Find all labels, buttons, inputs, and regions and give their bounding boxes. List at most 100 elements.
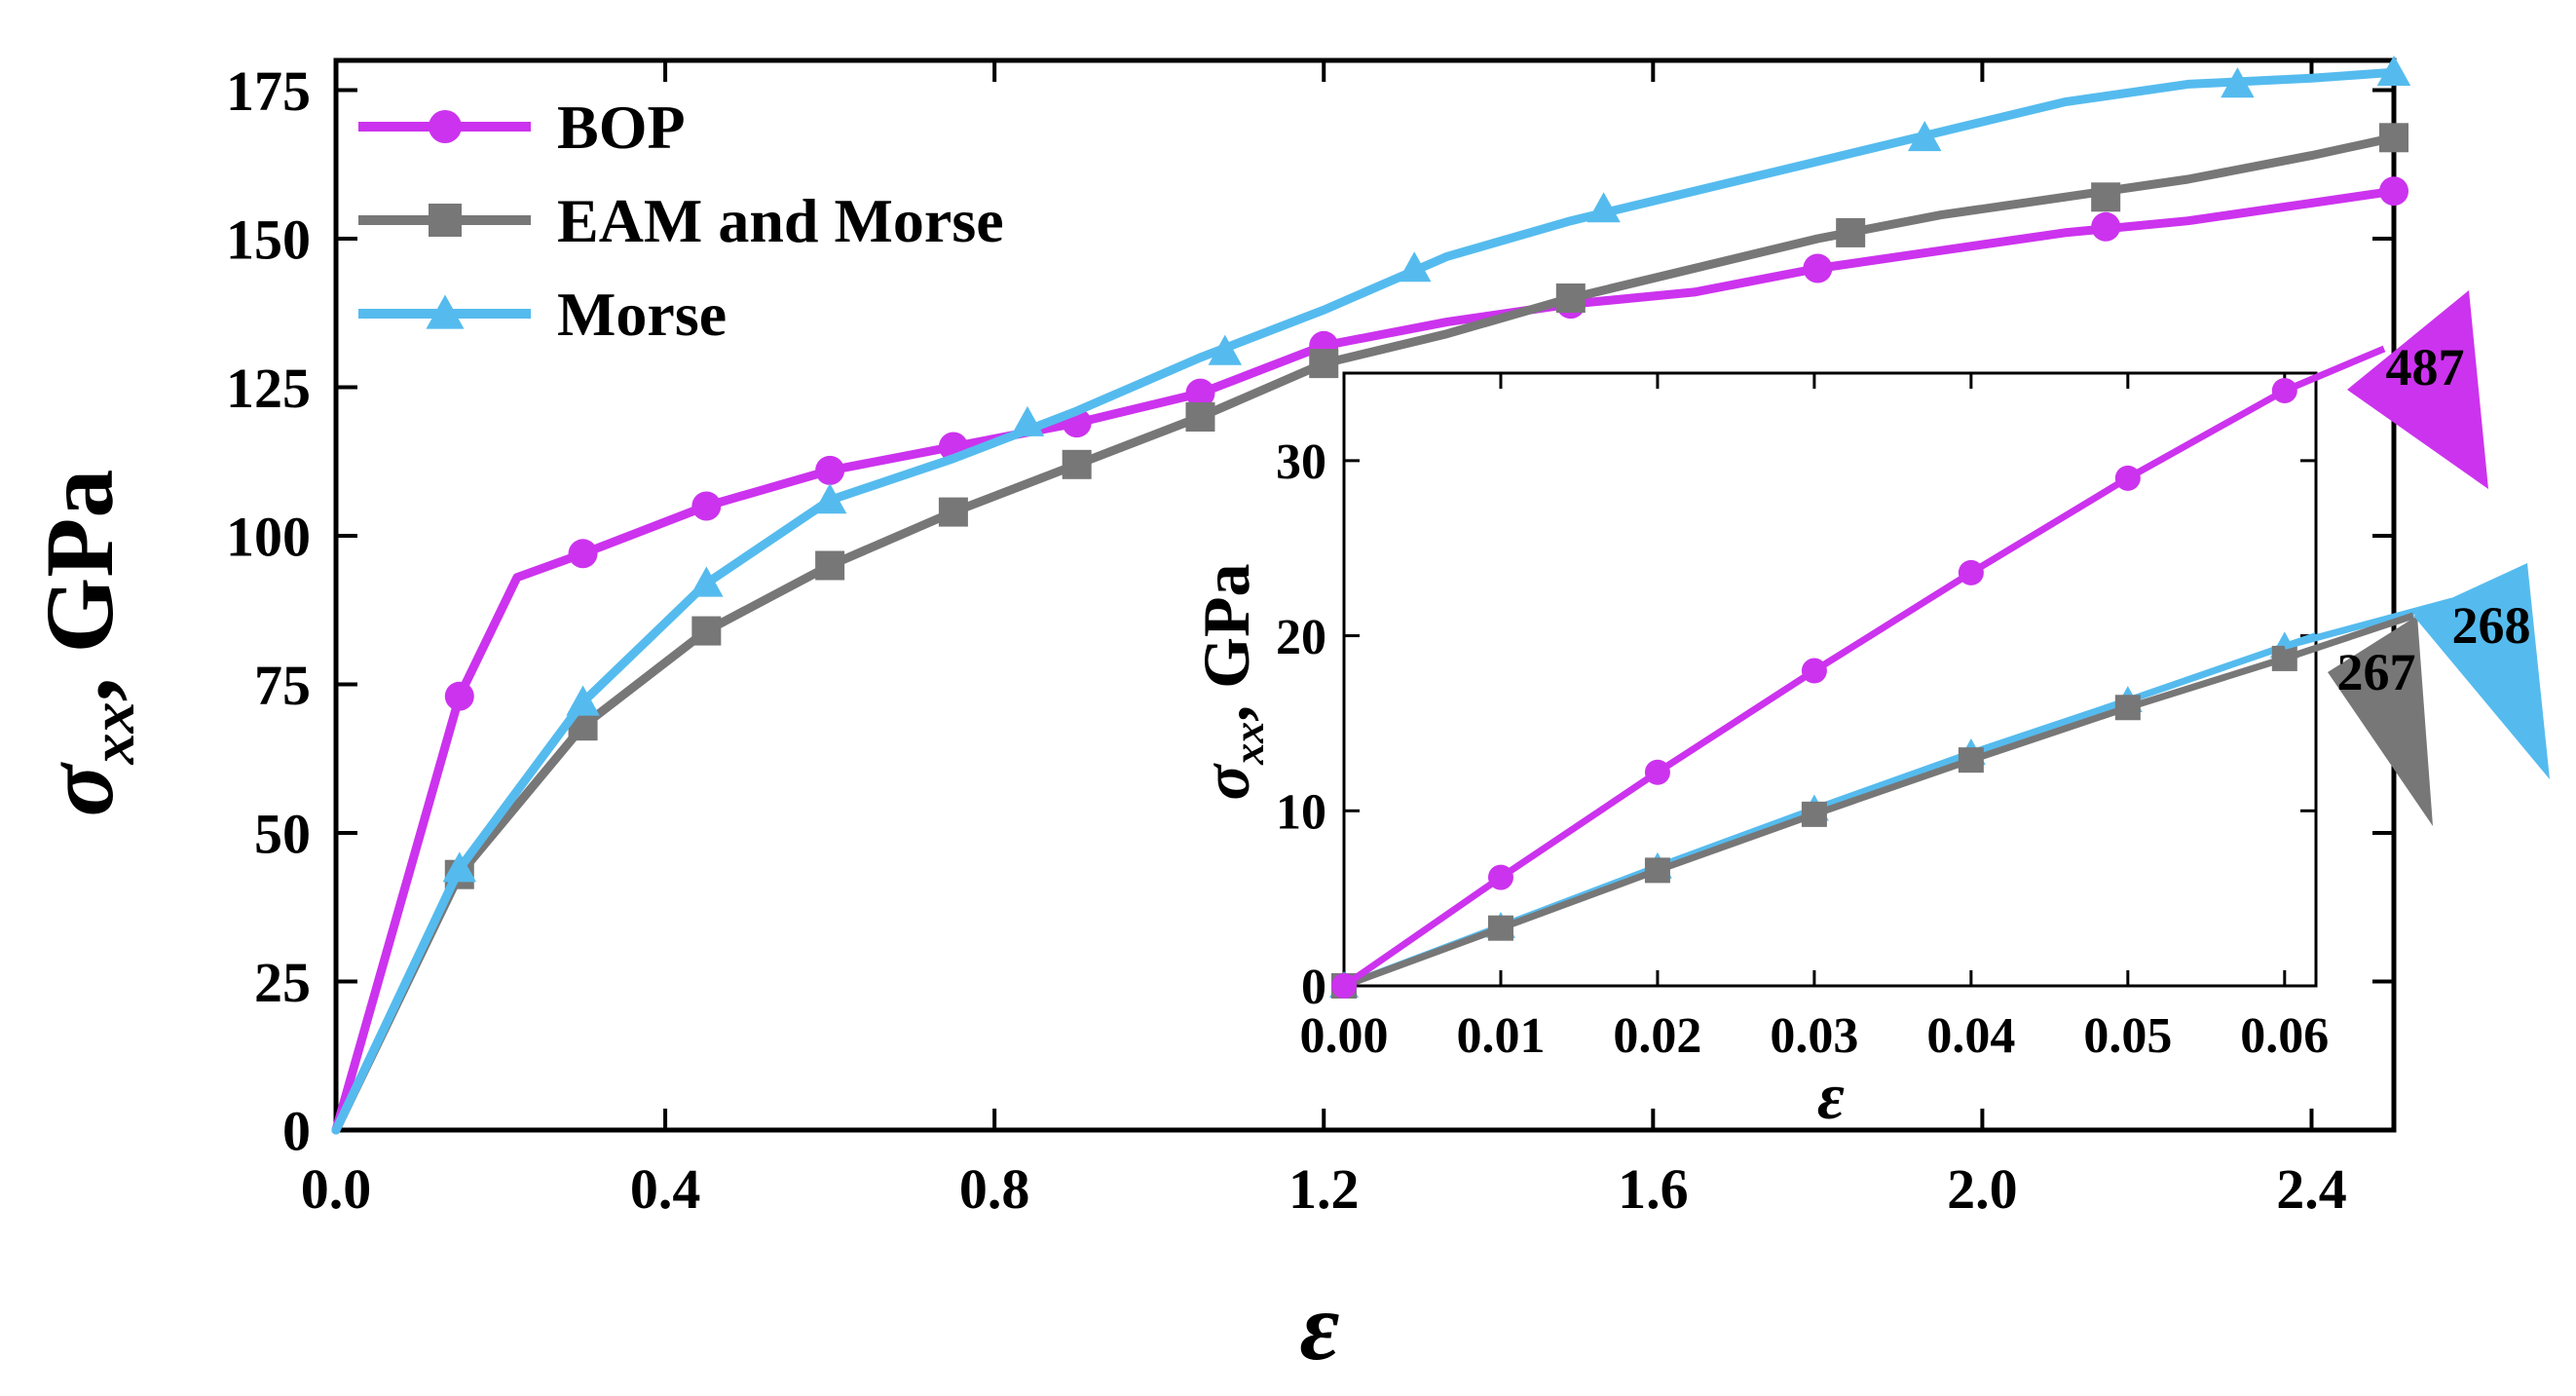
data-point	[691, 491, 722, 521]
x-tick-label: 0.01	[1456, 1008, 1545, 1064]
x-tick-label: 0.06	[2240, 1008, 2329, 1064]
y-axis-title-symbol: σ	[25, 761, 133, 816]
data-point	[1555, 283, 1586, 313]
legend-marker	[429, 110, 462, 143]
x-tick-label: 0.05	[2083, 1008, 2172, 1064]
data-point	[815, 550, 845, 581]
slope-label-268: 268	[2452, 596, 2531, 655]
data-point	[691, 616, 722, 646]
data-point	[2091, 182, 2121, 212]
inset-morse-extension	[2283, 597, 2453, 650]
x-tick-label: 0.04	[1926, 1008, 2015, 1064]
data-point	[1587, 192, 1621, 223]
slope-label-267: 267	[2337, 643, 2416, 701]
y-tick-label: 0	[282, 1099, 311, 1162]
inset-data-point	[1958, 559, 1984, 585]
y-tick-label: 25	[254, 951, 311, 1014]
data-point	[1185, 402, 1215, 432]
y-axis-title-unit: , GPa	[25, 470, 133, 702]
main-plot: 0.0 0.4 0.8 1.2 1.6 2.0 2.40255075100125150175…	[25, 55, 2411, 1380]
inset-y-axis-title-unit: , GPa	[1189, 563, 1263, 721]
slope-triangle-268	[2413, 563, 2550, 779]
x-tick-label: 2.0	[1947, 1157, 2018, 1221]
y-tick-label: 175	[226, 59, 311, 123]
slope-label-487: 487	[2386, 338, 2465, 396]
y-tick-label: 0	[1301, 960, 1326, 1015]
y-tick-label: 75	[254, 654, 311, 717]
series-line-eam-and-morse	[331, 132, 2399, 1135]
slope-triangle-267	[2328, 616, 2433, 826]
data-point	[566, 685, 600, 716]
inset-x-axis-title: ε	[1817, 1059, 1845, 1133]
data-point	[444, 681, 474, 711]
inset-y-axis-title-subscript: xx	[1225, 722, 1273, 766]
inset-data-point	[1331, 973, 1357, 999]
y-tick-label: 100	[226, 505, 311, 568]
inset-data-point	[1801, 801, 1827, 827]
data-point	[1309, 349, 1339, 379]
x-tick-label: 0.4	[630, 1157, 701, 1221]
legend-label: Morse	[557, 280, 727, 349]
inset-eam-extension	[2283, 612, 2415, 662]
data-point	[1803, 253, 1833, 283]
data-point	[2221, 67, 2255, 98]
data-point	[2379, 123, 2408, 153]
y-axis-title: σxx, GPa	[25, 470, 147, 817]
y-axis-title-subscript: xx	[78, 701, 147, 765]
x-tick-label: 0.0	[301, 1157, 372, 1221]
plot-frame	[333, 57, 2397, 1133]
data-point	[815, 455, 845, 485]
inset-data-point	[2114, 695, 2141, 721]
legend-label: EAM and Morse	[557, 186, 1004, 255]
inset-data-point	[1487, 915, 1513, 941]
data-point	[1397, 251, 1432, 283]
x-tick-label: 0.00	[1300, 1008, 1389, 1064]
legend: BOP EAM and Morse Morse	[358, 93, 1004, 349]
data-point	[1836, 217, 1866, 247]
inset-bop-extension	[2283, 345, 2386, 395]
data-point	[1010, 405, 1045, 436]
x-tick-label: 0.8	[959, 1157, 1030, 1221]
x-tick-label: 0.03	[1770, 1008, 1858, 1064]
data-point	[1185, 378, 1215, 408]
inset-data-point	[1644, 857, 1670, 884]
x-tick-label: 2.4	[2276, 1157, 2347, 1221]
data-point	[1062, 449, 1092, 479]
series-line-morse	[331, 67, 2399, 1135]
data-point	[442, 851, 477, 883]
inset-data-point	[1801, 658, 1827, 684]
inset-data-point	[1487, 864, 1513, 890]
slope-triangle-487	[2347, 290, 2488, 489]
y-tick-label: 125	[226, 357, 311, 420]
inset-plot: 0.00 0.01 0.02 0.03 0.04 0.05 0.06 0 10 20 30 ε σxx,…	[1189, 345, 2453, 1133]
legend-label: BOP	[557, 93, 686, 162]
inset-data-point	[1644, 759, 1670, 785]
data-point	[2091, 211, 2121, 242]
data-point	[2379, 176, 2408, 207]
data-point	[568, 539, 598, 569]
plot-frame	[1342, 371, 2318, 988]
x-axis-title: ε	[1299, 1272, 1339, 1380]
data-point	[2376, 55, 2411, 86]
legend-marker	[429, 204, 462, 237]
y-tick-label: 50	[254, 802, 311, 865]
inset-y-axis-title-symbol: σ	[1189, 763, 1263, 801]
inset-data-point	[1958, 747, 1984, 773]
data-point	[1907, 121, 1942, 152]
inset-data-point	[2114, 465, 2141, 491]
x-tick-label: 1.6	[1618, 1157, 1689, 1221]
y-tick-label: 10	[1276, 784, 1326, 840]
slope-annotations: 487 267 268	[2328, 290, 2550, 826]
x-tick-label: 0.02	[1613, 1008, 1701, 1064]
data-point	[1208, 334, 1243, 365]
legend-marker	[426, 294, 465, 329]
y-tick-label: 150	[226, 208, 311, 271]
inset-y-axis-title: σxx, GPa	[1189, 563, 1273, 800]
data-point	[690, 566, 724, 597]
y-tick-label: 20	[1276, 610, 1326, 665]
x-tick-label: 1.2	[1288, 1157, 1360, 1221]
y-tick-label: 30	[1276, 434, 1326, 490]
data-point	[812, 483, 847, 514]
data-point	[938, 497, 968, 527]
